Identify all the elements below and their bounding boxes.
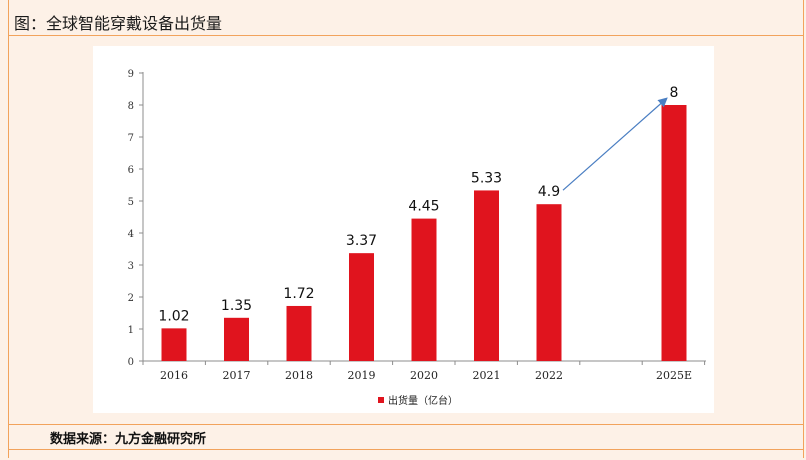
bar-2019 <box>349 253 374 361</box>
y-tick-label: 7 <box>128 133 134 144</box>
data-label: 8 <box>670 85 679 101</box>
legend-swatch <box>378 397 384 403</box>
data-label: 4.9 <box>538 184 560 200</box>
data-label: 3.37 <box>346 233 377 249</box>
legend-label: 出货量（亿台） <box>388 394 458 407</box>
trend-arrow <box>562 97 668 191</box>
y-tick-label: 0 <box>128 357 134 368</box>
x-tick-label: 2025E <box>656 369 692 382</box>
bar-2025E <box>661 105 687 361</box>
x-tick-label: 2018 <box>285 369 313 382</box>
chart-panel: 0 1 2 3 4 5 6 7 8 9 2016 1.02 2017 1.35 2018 1.72 2019 3.… <box>93 46 714 413</box>
x-tick-label: 2022 <box>535 369 563 382</box>
bar-2018 <box>286 305 312 361</box>
y-tick-label: 5 <box>128 197 134 208</box>
data-label: 1.35 <box>221 298 252 314</box>
y-tick-label: 4 <box>128 229 134 240</box>
x-tick-label: 2016 <box>160 369 188 382</box>
x-tick-label: 2020 <box>410 369 438 382</box>
data-label: 1.72 <box>283 286 314 302</box>
source-note: 数据来源：九方金融研究所 <box>50 432 207 447</box>
data-label: 4.45 <box>408 199 439 215</box>
x-tick-label: 2017 <box>223 369 251 382</box>
bar-2016 <box>161 328 187 361</box>
bar-chart: 0 1 2 3 4 5 6 7 8 9 2016 1.02 2017 1.35 2018 1.72 2019 3.… <box>128 69 706 407</box>
footer-bar <box>8 424 804 450</box>
bar-2020 <box>411 218 437 361</box>
figure-title: 图：全球智能穿戴设备出货量 <box>14 14 223 33</box>
bar-2021 <box>474 190 499 361</box>
x-tick-label: 2021 <box>473 369 501 382</box>
bar-2017 <box>224 317 249 361</box>
y-tick-label: 9 <box>128 69 134 80</box>
bar-2022 <box>536 204 562 361</box>
title-bar <box>8 8 804 36</box>
y-tick-label: 2 <box>128 293 134 304</box>
y-tick-label: 1 <box>128 325 134 336</box>
y-tick-label: 3 <box>128 261 134 272</box>
page-frame <box>8 0 804 458</box>
y-tick-label: 6 <box>128 165 134 176</box>
x-tick-label: 2019 <box>348 369 376 382</box>
data-label: 1.02 <box>158 308 189 324</box>
data-label: 5.33 <box>471 170 502 186</box>
y-tick-label: 8 <box>128 101 134 112</box>
